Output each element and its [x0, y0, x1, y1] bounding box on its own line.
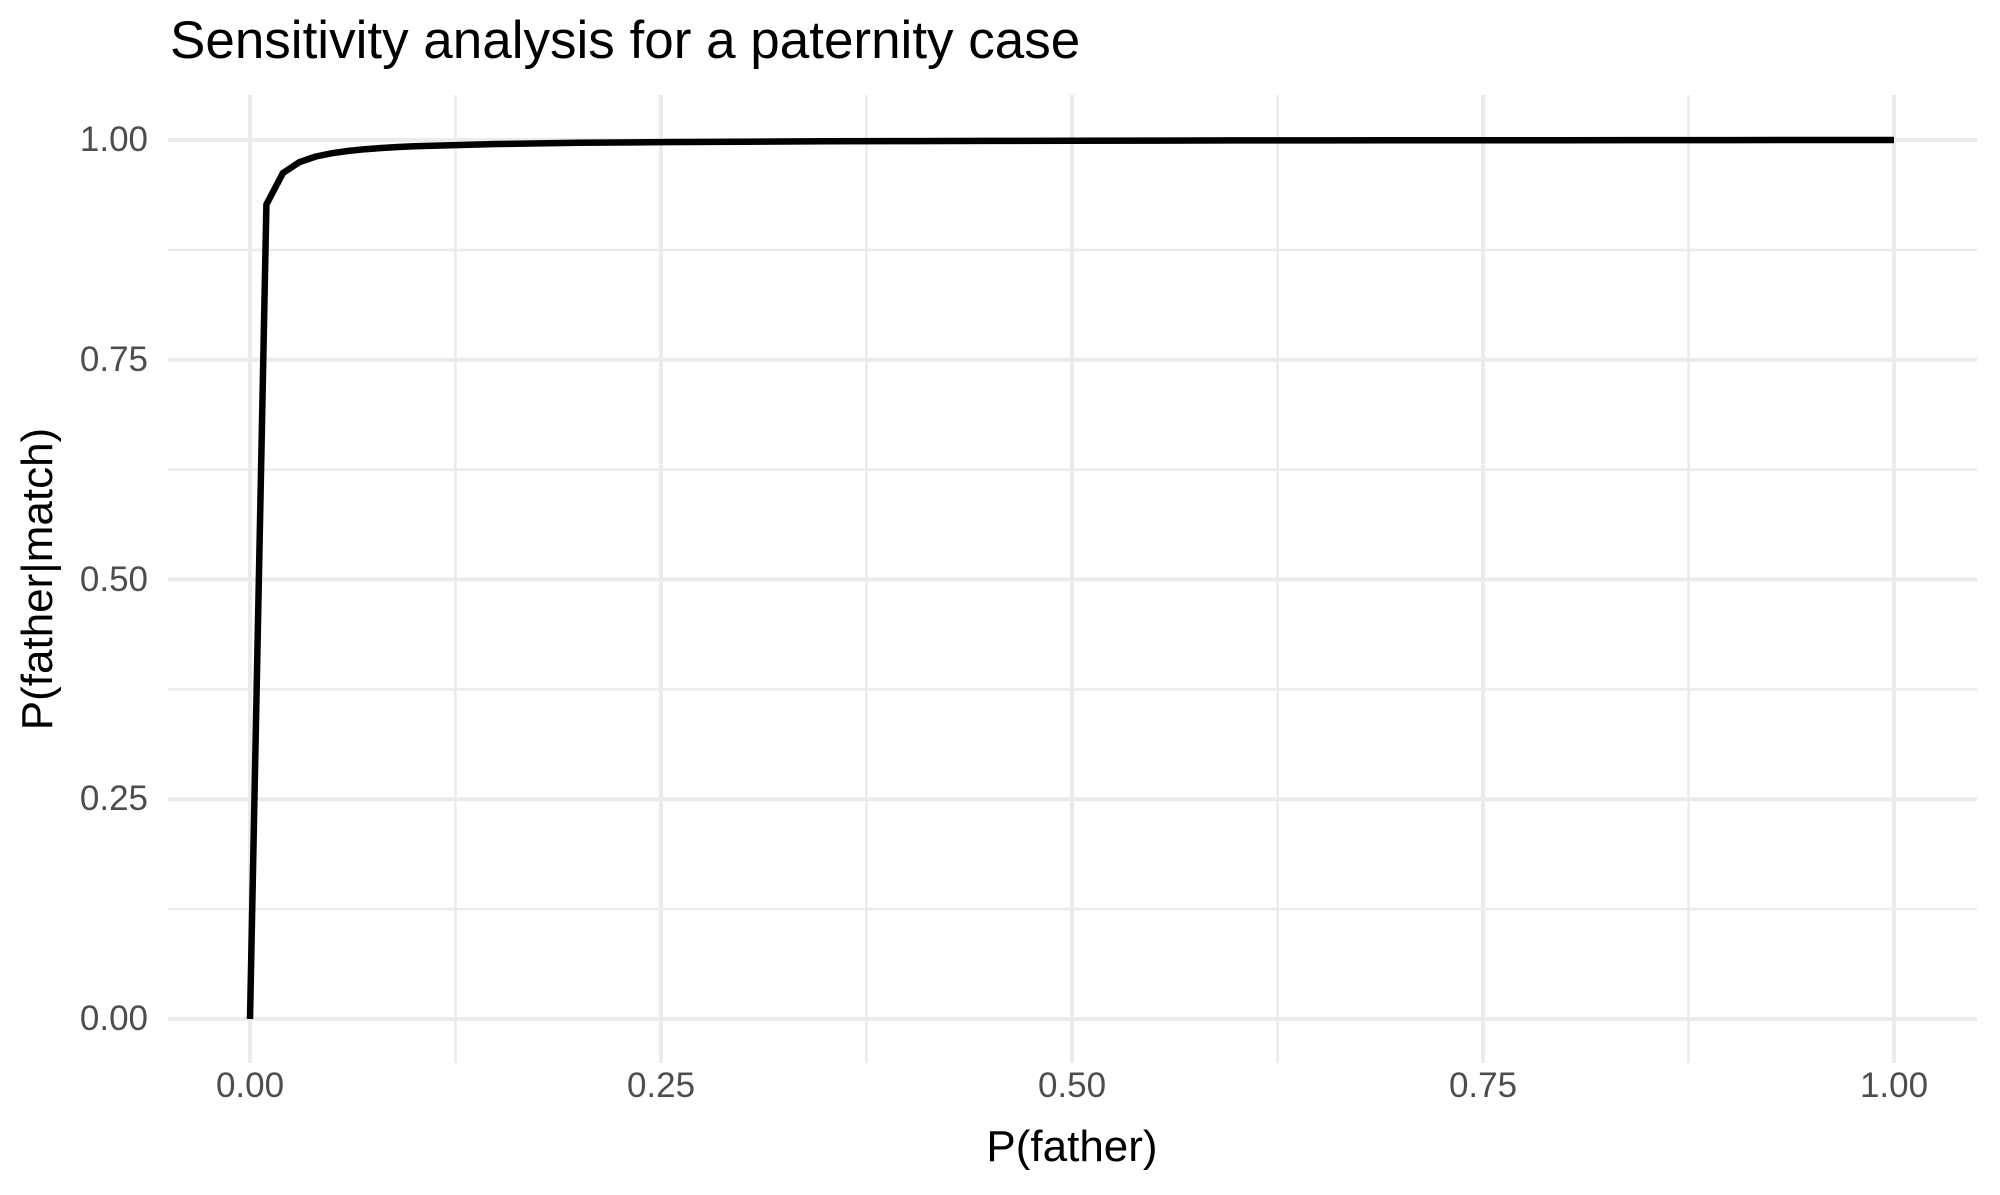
y-tick-label: 0.50 — [79, 559, 148, 599]
data-line-posterior-probability-curve — [246, 136, 1894, 1020]
y-tick-label: 0.00 — [79, 999, 148, 1038]
x-axis-title: P(father) — [986, 1122, 1158, 1171]
y-tick-label: 0.75 — [79, 339, 148, 379]
y-tick-label: 0.25 — [79, 779, 148, 819]
chart-title: Sensitivity analysis for a paternity cas… — [170, 11, 1081, 70]
x-tick-label: 1.00 — [1859, 1066, 1929, 1105]
x-tick-label: 0.50 — [1037, 1066, 1107, 1105]
x-tick-label: 0.25 — [626, 1066, 696, 1105]
y-tick-label: 1.00 — [79, 120, 148, 159]
x-tick-label: 0.00 — [215, 1066, 285, 1105]
x-tick-label: 0.75 — [1448, 1066, 1518, 1105]
